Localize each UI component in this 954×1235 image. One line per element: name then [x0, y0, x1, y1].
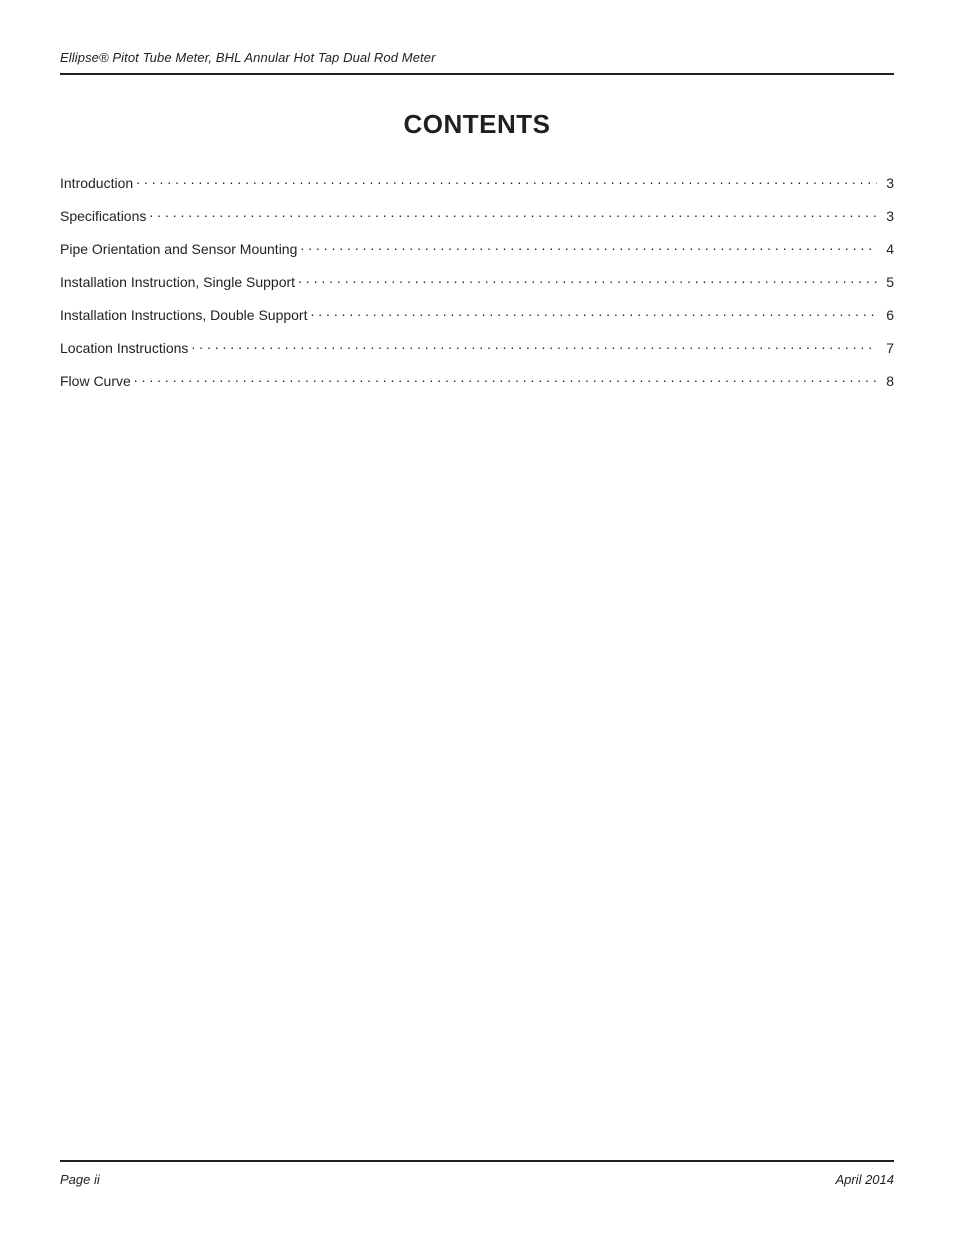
toc-entry: Flow Curve 8 — [60, 372, 894, 391]
toc-entry-page: 4 — [880, 241, 894, 259]
toc-entry-label: Installation Instruction, Single Support — [60, 274, 295, 292]
toc-leader-dots — [298, 273, 877, 287]
toc-entry-label: Pipe Orientation and Sensor Mounting — [60, 241, 297, 259]
toc-leader-dots — [136, 174, 877, 188]
toc-leader-dots — [191, 339, 877, 353]
toc-leader-dots — [300, 240, 877, 254]
toc-entry: Introduction 3 — [60, 174, 894, 193]
toc-entry-page: 5 — [880, 274, 894, 292]
toc-entry-label: Location Instructions — [60, 340, 188, 358]
footer-date: April 2014 — [835, 1172, 894, 1187]
toc-entry-page: 7 — [880, 340, 894, 358]
toc-entry-label: Flow Curve — [60, 373, 131, 391]
toc-entry: Specifications 3 — [60, 207, 894, 226]
toc-entry: Installation Instruction, Single Support… — [60, 273, 894, 292]
running-header: Ellipse® Pitot Tube Meter, BHL Annular H… — [60, 50, 894, 65]
footer-page-number: Page ii — [60, 1172, 100, 1187]
toc-entry-label: Installation Instructions, Double Suppor… — [60, 307, 307, 325]
toc-entry-label: Specifications — [60, 208, 146, 226]
page-title: CONTENTS — [60, 109, 894, 140]
toc-leader-dots — [149, 207, 877, 221]
toc-entry-page: 3 — [880, 175, 894, 193]
footer-row: Page ii April 2014 — [60, 1172, 894, 1187]
toc-entry-page: 6 — [880, 307, 894, 325]
toc-leader-dots — [310, 306, 877, 320]
toc-entry: Pipe Orientation and Sensor Mounting 4 — [60, 240, 894, 259]
table-of-contents: Introduction 3 Specifications 3 Pipe Ori… — [60, 174, 894, 391]
toc-entry: Installation Instructions, Double Suppor… — [60, 306, 894, 325]
toc-leader-dots — [134, 372, 877, 386]
toc-entry-page: 8 — [880, 373, 894, 391]
toc-entry: Location Instructions 7 — [60, 339, 894, 358]
header-rule — [60, 73, 894, 75]
page-footer: Page ii April 2014 — [60, 1160, 894, 1187]
footer-rule — [60, 1160, 894, 1162]
toc-entry-label: Introduction — [60, 175, 133, 193]
document-page: Ellipse® Pitot Tube Meter, BHL Annular H… — [0, 0, 954, 1235]
toc-entry-page: 3 — [880, 208, 894, 226]
